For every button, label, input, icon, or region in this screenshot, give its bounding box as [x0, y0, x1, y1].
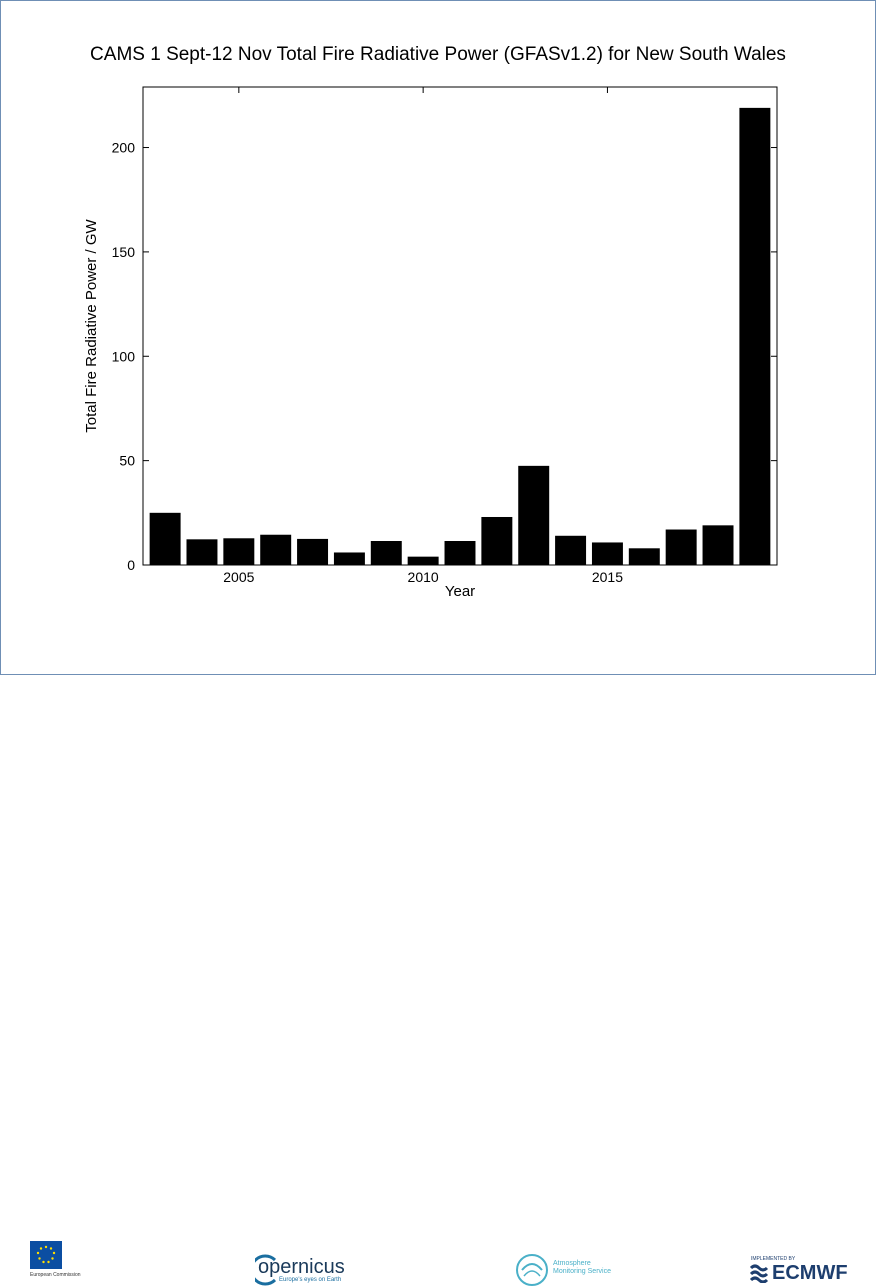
bar-2014 [555, 535, 587, 565]
ec-flag-logo [30, 1241, 62, 1269]
bar-2013 [518, 465, 550, 565]
bar-2009 [370, 540, 402, 565]
bar-2008 [333, 552, 365, 565]
bar-2006 [260, 534, 292, 565]
bar-2007 [297, 538, 329, 565]
bar-chart: 0 50 100 150 200 2005 2010 2015 Year Total Fire… [83, 86, 778, 600]
bar-2015 [591, 542, 623, 565]
y-tick-label: 50 [119, 453, 135, 469]
x-tick-label: 2010 [408, 569, 439, 585]
ecmwf-logo-text: ECMWF [772, 1262, 848, 1284]
x-tick-label: 2005 [223, 569, 254, 585]
y-tick-label: 100 [112, 348, 136, 364]
x-tick-label: 2015 [592, 569, 623, 585]
copernicus-logo-text: opernicus [258, 1256, 345, 1278]
x-axis-label: Year [445, 583, 475, 600]
plot-frame [142, 86, 778, 566]
bars-group [149, 107, 771, 566]
bar-2019 [739, 107, 771, 566]
bar-2018 [702, 525, 734, 565]
bar-2012 [481, 516, 513, 565]
ams-swirl-icon [516, 1254, 548, 1286]
copernicus-tagline: Europe's eyes on Earth [279, 1277, 342, 1283]
ecmwf-waves-icon [749, 1264, 769, 1283]
y-tick-label: 200 [112, 140, 136, 156]
axes-group: 0 50 100 150 200 2005 2010 2015 [112, 86, 778, 585]
eu-stars-icon [36, 1245, 56, 1264]
bar-2004 [186, 539, 218, 565]
y-axis-label: Total Fire Radiative Power / GW [83, 218, 100, 432]
bar-2011 [444, 540, 476, 565]
bar-2003 [149, 512, 181, 565]
bar-2016 [628, 548, 660, 565]
ams-label: Atmosphere Monitoring Service [553, 1260, 611, 1275]
chart-title: CAMS 1 Sept-12 Nov Total Fire Radiative … [90, 44, 786, 65]
ec-label: European Commission [30, 1272, 81, 1278]
y-tick-label: 150 [112, 244, 136, 260]
bar-2017 [665, 529, 697, 565]
y-tick-label: 0 [127, 557, 135, 573]
footer-logos: European Commission opernicus Europe's e… [0, 620, 876, 1286]
